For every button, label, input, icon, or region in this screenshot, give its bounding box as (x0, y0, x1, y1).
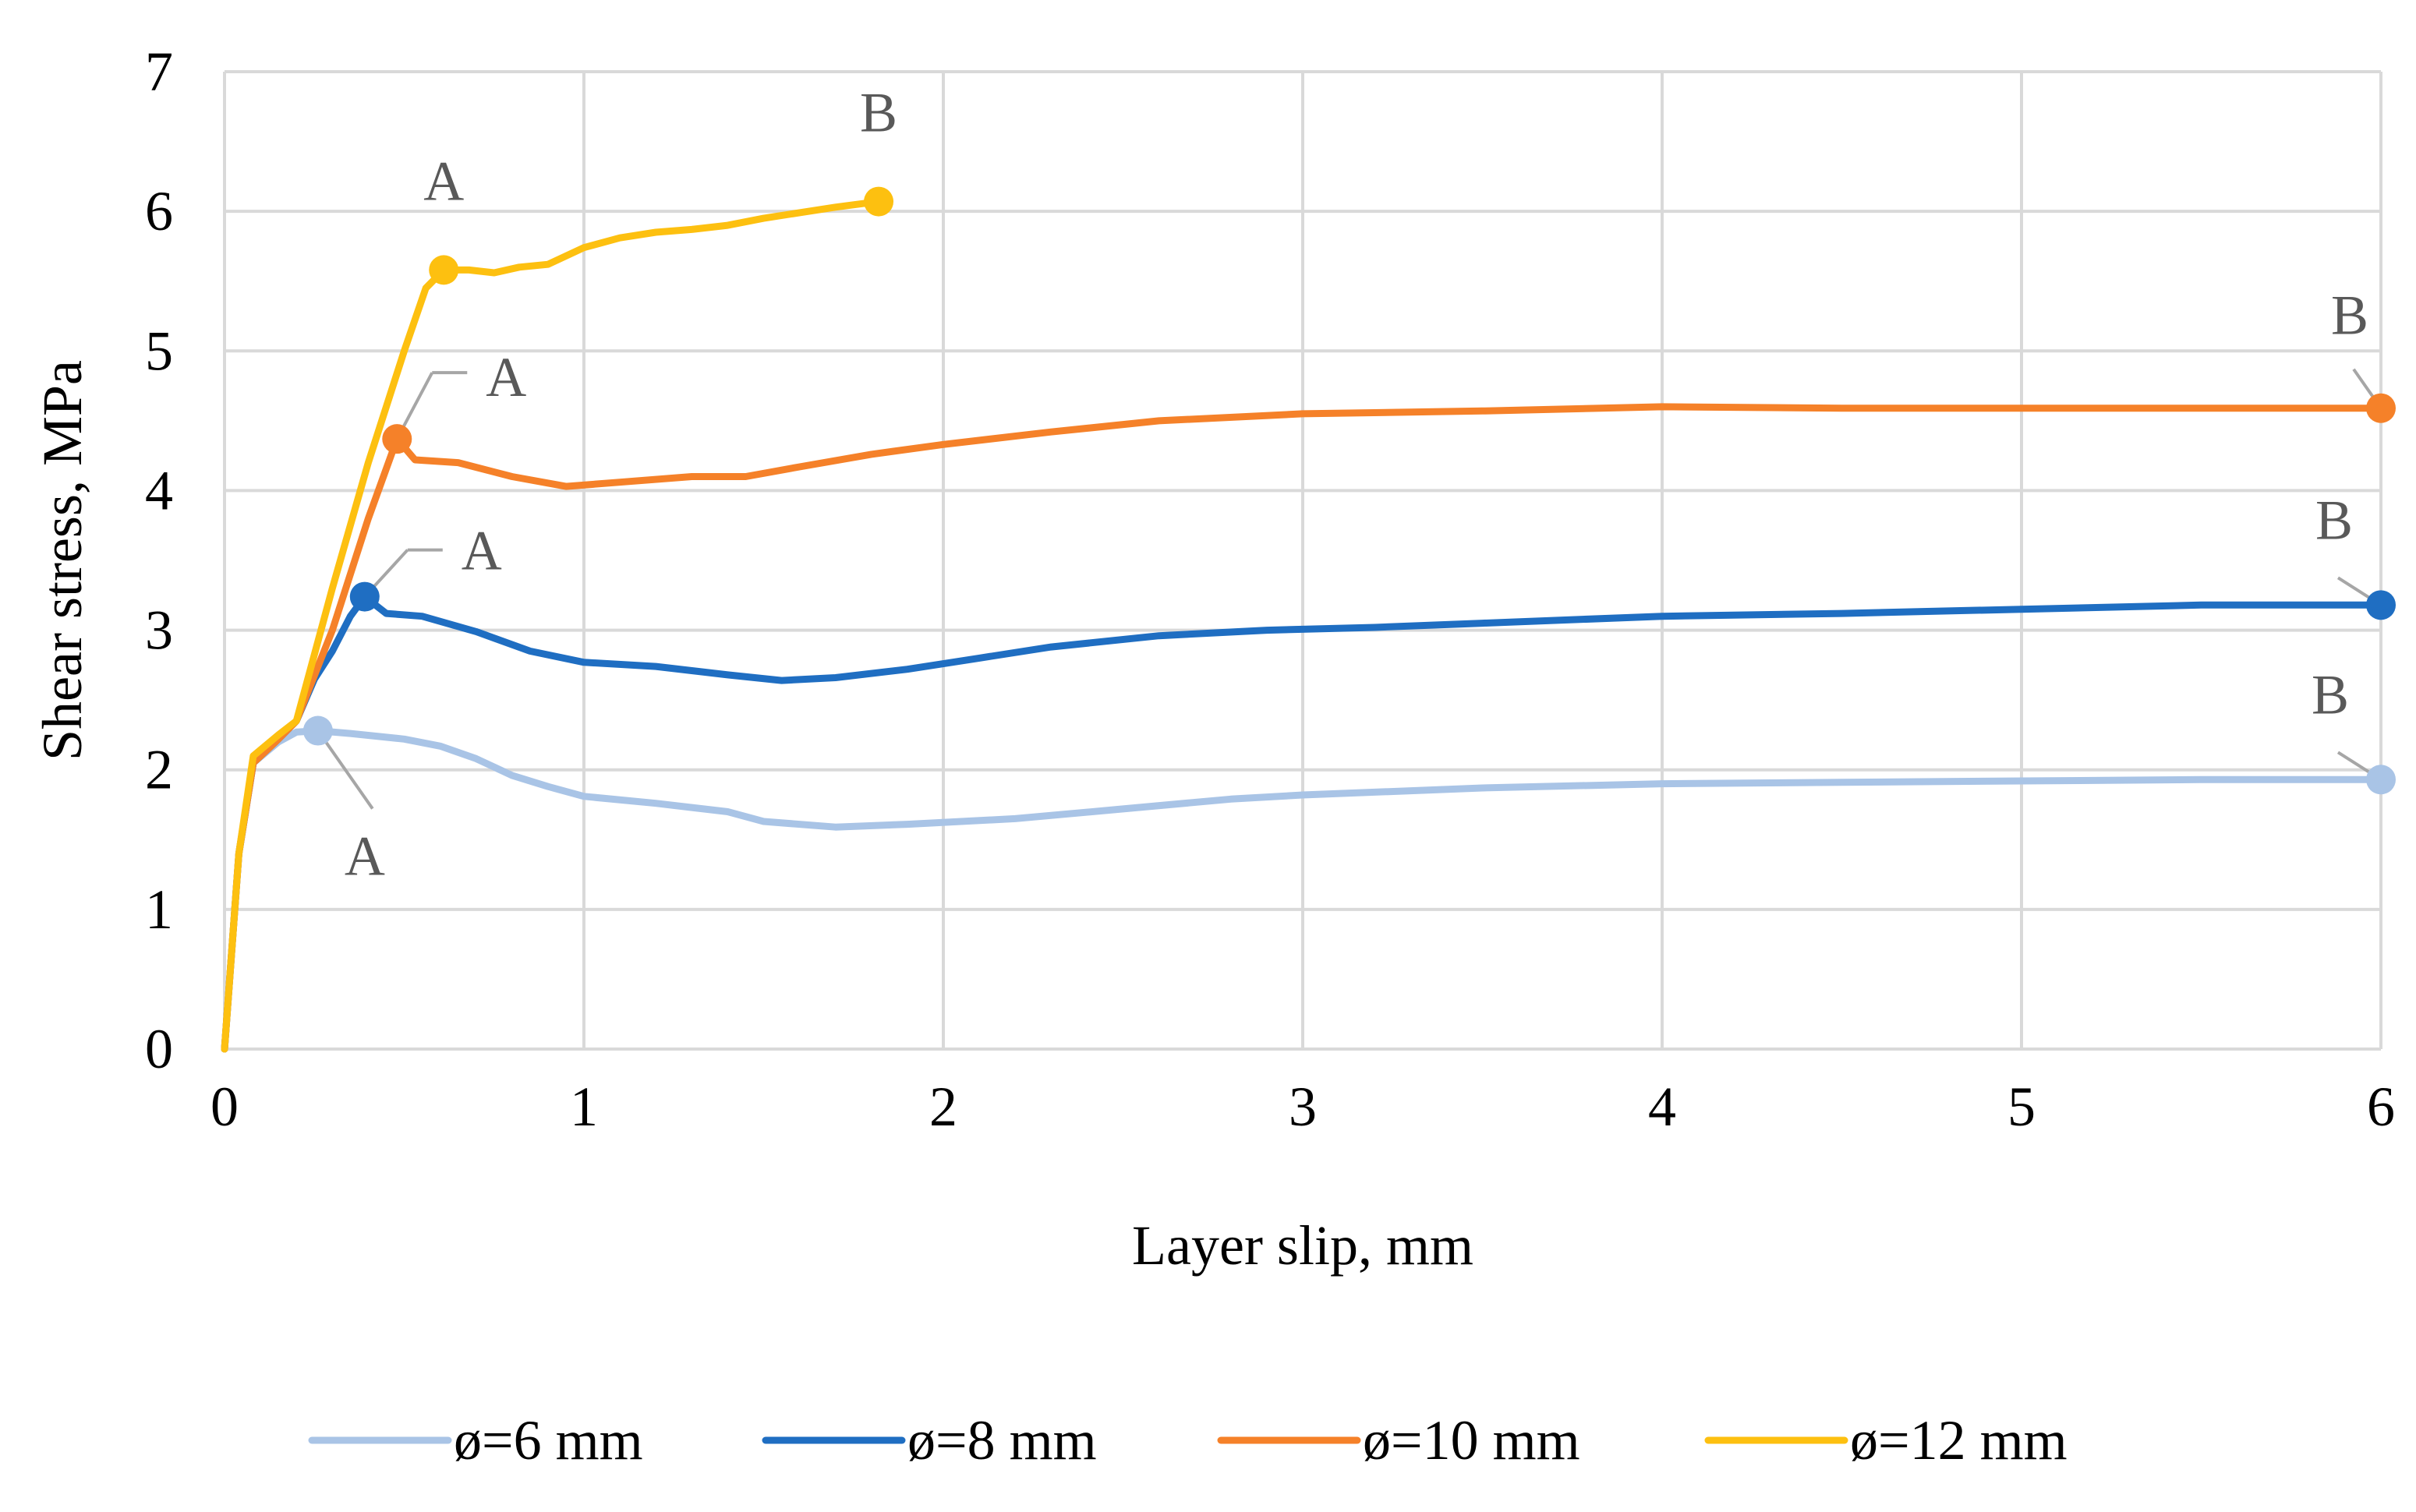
x-tick-label: 1 (570, 1076, 598, 1138)
x-axis-title: Layer slip, mm (1132, 1214, 1473, 1277)
x-tick-label: 5 (2007, 1076, 2036, 1138)
legend-label: ø=12 mm (1850, 1409, 2068, 1471)
point-markers: A B A B A B A B (302, 82, 2396, 888)
y-tick-label: 1 (145, 878, 173, 941)
y-tick-label: 6 (145, 180, 173, 242)
legend-label: ø=8 mm (907, 1409, 1097, 1471)
tick-labels: 0 1 2 3 4 5 6 0 1 2 3 4 5 6 7 (145, 41, 2395, 1138)
point-marker (302, 715, 333, 746)
point-label: B (2331, 284, 2368, 347)
x-tick-label: 3 (1289, 1076, 1317, 1138)
y-tick-label: 0 (145, 1018, 173, 1080)
point-label: B (2312, 663, 2349, 726)
point-marker (349, 581, 380, 612)
series-line (221, 198, 883, 1053)
point-marker (2366, 393, 2396, 423)
legend-label: ø=10 mm (1363, 1409, 1580, 1471)
point-label: A (423, 150, 464, 212)
point-marker (382, 424, 412, 454)
legend-label: ø=6 mm (454, 1409, 643, 1471)
y-axis-title: Shear stress, MPa (31, 360, 94, 761)
point-marker (429, 255, 459, 285)
series-lines (221, 198, 2385, 1053)
legend: ø=6 mm ø=8 mm ø=10 mm ø=12 mm (308, 1409, 2068, 1471)
x-tick-label: 0 (210, 1076, 239, 1138)
point-label: A (462, 520, 502, 582)
x-tick-label: 4 (1648, 1076, 1676, 1138)
point-marker (2366, 765, 2396, 795)
point-label: A (345, 825, 385, 888)
grid (223, 70, 2382, 1051)
y-tick-label: 3 (145, 599, 173, 662)
x-tick-label: 6 (2367, 1076, 2395, 1138)
y-tick-label: 7 (145, 41, 173, 103)
point-marker (2366, 590, 2396, 620)
y-tick-label: 4 (145, 459, 173, 521)
series-line (221, 403, 2385, 1053)
point-label: B (860, 82, 897, 144)
point-callouts (317, 368, 2382, 810)
y-tick-label: 2 (145, 739, 173, 801)
callout-leader-line (317, 730, 374, 810)
x-tick-label: 2 (929, 1076, 957, 1138)
point-label: B (2315, 489, 2353, 551)
point-marker (864, 186, 894, 217)
point-label: A (486, 346, 526, 408)
y-tick-label: 5 (145, 320, 173, 382)
